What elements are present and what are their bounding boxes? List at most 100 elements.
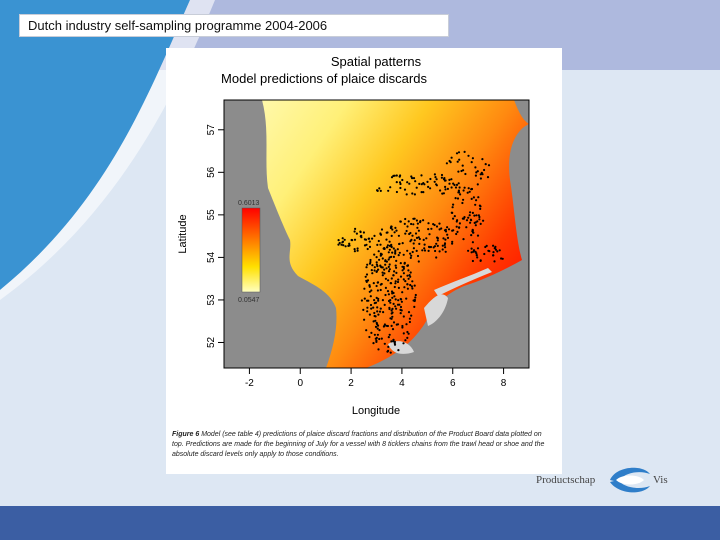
sample-point [377, 313, 380, 316]
sample-point [375, 339, 378, 342]
sample-point [411, 192, 414, 195]
sample-point [454, 186, 458, 189]
sample-point [403, 222, 406, 225]
sample-point [356, 249, 359, 252]
sample-point [393, 295, 396, 298]
sample-point [463, 150, 466, 153]
sample-point [382, 311, 385, 314]
sample-point [479, 222, 482, 225]
sample-point [479, 177, 482, 180]
sample-point [364, 275, 367, 278]
sample-point [406, 264, 409, 267]
sample-point [392, 338, 395, 341]
sample-point [343, 238, 346, 241]
sample-point [407, 277, 410, 280]
sample-point [484, 163, 487, 166]
footer-bar [0, 506, 720, 540]
sample-point [408, 274, 411, 277]
sample-point [457, 170, 460, 173]
sample-point [363, 318, 366, 321]
sample-point [444, 188, 447, 191]
sample-point [379, 252, 382, 255]
sample-point [376, 306, 379, 309]
sample-point [420, 174, 423, 177]
sample-point [438, 250, 441, 253]
sample-point [496, 250, 499, 253]
sample-point [390, 340, 393, 343]
sample-point [397, 234, 400, 237]
sample-point [338, 241, 341, 245]
sample-point [369, 295, 372, 298]
sample-point [376, 333, 379, 336]
sample-point [390, 324, 393, 327]
sample-point [388, 268, 391, 271]
sample-point [379, 307, 382, 310]
sample-point [423, 183, 426, 186]
sample-point [458, 226, 461, 229]
sample-point [481, 173, 484, 176]
sample-point [401, 324, 404, 328]
sample-point [493, 260, 496, 263]
sample-point [413, 239, 416, 242]
sample-point [387, 293, 390, 296]
sample-point [387, 270, 391, 273]
sample-point [372, 320, 375, 323]
sample-point [381, 266, 384, 269]
sample-point [421, 249, 424, 252]
sample-point [383, 272, 386, 275]
sample-point [396, 248, 399, 251]
sample-point [498, 249, 501, 252]
sample-point [368, 335, 371, 339]
sample-point [386, 324, 389, 328]
sample-point [375, 284, 378, 288]
sample-point [341, 240, 345, 243]
sample-point [479, 207, 482, 210]
sample-point [406, 330, 409, 334]
sample-point [492, 244, 495, 247]
sample-point [456, 230, 459, 233]
sample-point [380, 228, 384, 231]
sample-point [474, 224, 477, 227]
sample-point [395, 229, 398, 232]
sample-point [470, 247, 473, 250]
sample-point [380, 282, 383, 286]
sample-point [451, 211, 454, 214]
sample-point [390, 312, 393, 315]
sample-point [395, 174, 398, 177]
sample-point [410, 285, 413, 288]
sample-point [483, 252, 486, 256]
sample-point [402, 272, 405, 275]
sample-point [378, 258, 381, 261]
sample-point [446, 233, 449, 236]
sample-point [475, 171, 478, 174]
sample-point [394, 252, 397, 255]
sample-point [394, 250, 397, 254]
sample-point [457, 189, 460, 192]
sample-point [385, 231, 388, 234]
sample-point [466, 191, 469, 194]
sample-point [471, 211, 474, 214]
sample-point [407, 311, 411, 314]
sample-point [377, 299, 380, 302]
sample-point [412, 299, 415, 302]
sample-point [409, 252, 412, 255]
sample-point [372, 282, 375, 285]
x-tick-label: 8 [501, 378, 507, 389]
sample-point [378, 187, 381, 190]
sample-point [368, 285, 371, 288]
sample-point [393, 270, 396, 273]
sample-point [457, 151, 461, 154]
sample-point [353, 250, 356, 253]
sample-point [388, 263, 391, 266]
sample-point [451, 242, 454, 245]
sample-point [366, 306, 369, 309]
sample-point [378, 310, 382, 313]
sample-point [395, 259, 398, 262]
sample-point [409, 271, 412, 274]
sample-point [377, 348, 380, 351]
sample-point [389, 317, 392, 320]
y-tick-label: 53 [206, 294, 217, 306]
sample-point [469, 221, 472, 224]
sample-point [402, 332, 405, 335]
